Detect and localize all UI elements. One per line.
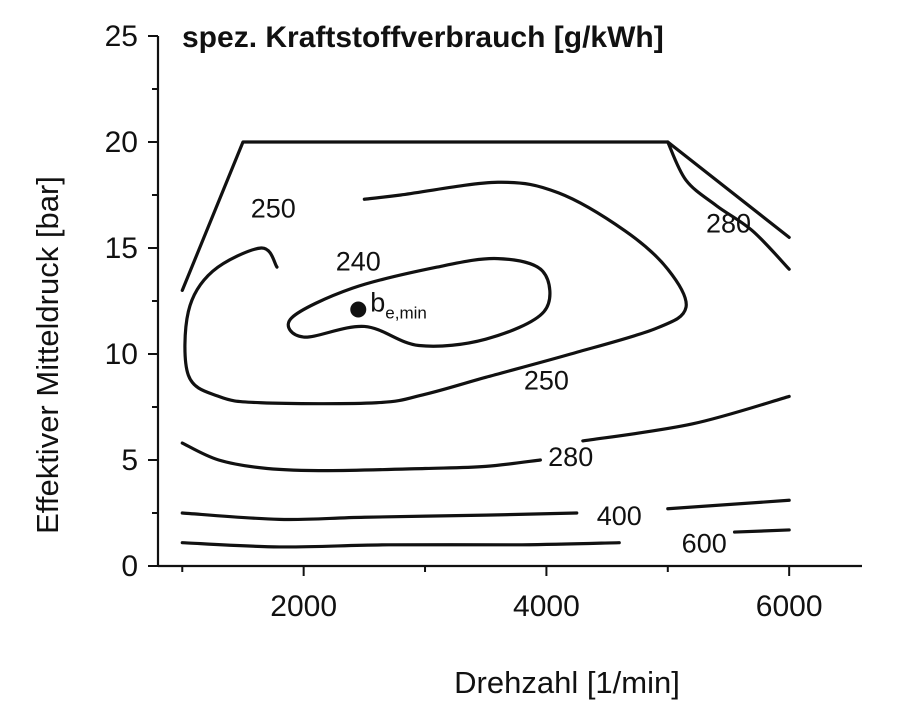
contour-label: 280 — [706, 209, 751, 239]
contour-280 — [581, 394, 791, 443]
chart-title: spez. Kraftstoffverbrauch [g/kWh] — [182, 21, 664, 54]
contour-label: 250 — [251, 194, 296, 224]
contour-label: 240 — [336, 247, 381, 277]
y-tick-label: 10 — [105, 338, 138, 371]
y-axis-label: Effektiver Mitteldruck [bar] — [30, 176, 65, 534]
contour-label: 280 — [548, 442, 593, 472]
contour-600 — [732, 528, 791, 534]
contour-400 — [180, 511, 579, 522]
y-axis: 0 5 10 15 20 25 — [105, 20, 160, 583]
contour-250 — [183, 180, 688, 406]
y-tick-label: 5 — [121, 444, 138, 477]
x-tick-label: 4000 — [513, 590, 580, 623]
y-tick-label: 20 — [105, 126, 138, 159]
contour-280 — [180, 441, 542, 473]
contour-240 — [286, 256, 552, 348]
contour-label: 400 — [597, 501, 642, 531]
contour-label: 250 — [524, 365, 569, 395]
y-tick-label: 25 — [105, 20, 138, 53]
x-tick-label: 6000 — [756, 590, 823, 623]
contour-label: 600 — [682, 529, 727, 559]
contour-600 — [180, 541, 621, 549]
contour-400 — [666, 498, 791, 511]
contour-280 — [666, 140, 791, 271]
x-tick-label: 2000 — [270, 590, 337, 623]
y-tick-label: 15 — [105, 232, 138, 265]
x-axis-label: Drehzahl [1/min] — [454, 665, 680, 700]
bsfc-min-marker — [350, 301, 367, 318]
full-load-line — [180, 140, 791, 292]
y-tick-label: 0 — [121, 550, 138, 583]
bsfc-min-label: be,min — [370, 287, 427, 322]
x-axis: 2000 4000 6000 — [158, 564, 862, 623]
